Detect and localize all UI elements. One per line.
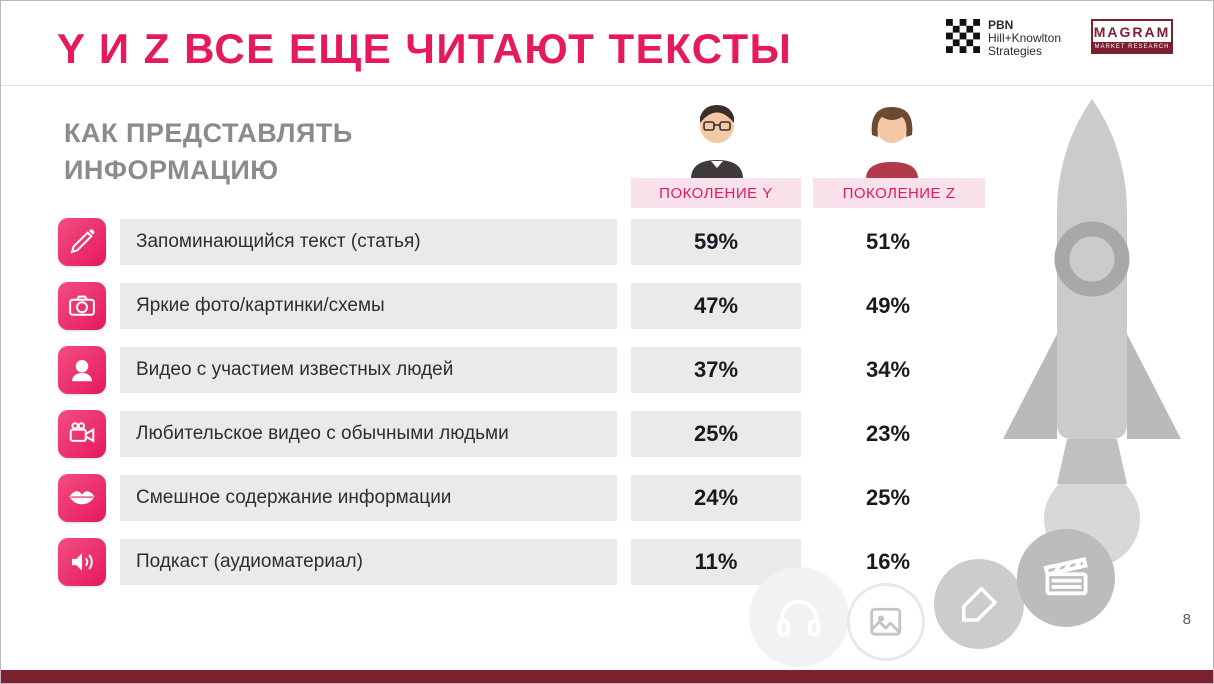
pbn-logo-text: PBN Hill+Knowlton Strategies bbox=[988, 19, 1061, 58]
celebrity-icon bbox=[58, 346, 106, 394]
value-generation-z: 25% bbox=[865, 485, 911, 510]
value-generation-y: 59% bbox=[631, 219, 801, 265]
data-table: Запоминающийся текст (статья) 59% 51% Яр… bbox=[58, 218, 948, 602]
table-row: Любительское видео с обычными людьми 25%… bbox=[58, 410, 948, 458]
row-label: Смешное содержание информации bbox=[120, 475, 617, 521]
pbn-line3: Strategies bbox=[987, 44, 1042, 58]
value-generation-y: 47% bbox=[631, 283, 801, 329]
generation-y-avatar bbox=[680, 95, 754, 179]
row-label: Подкаст (аудиоматериал) bbox=[120, 539, 617, 585]
value-generation-z: 51% bbox=[865, 229, 911, 254]
table-row: Подкаст (аудиоматериал) 11% 16% bbox=[58, 538, 948, 586]
clapperboard-icon bbox=[1017, 529, 1115, 627]
table-row: Яркие фото/картинки/схемы 47% 49% bbox=[58, 282, 948, 330]
pen-icon bbox=[934, 559, 1024, 649]
image-icon bbox=[847, 583, 925, 661]
column-header-generation-z: ПОКОЛЕНИЕ Z bbox=[813, 178, 985, 208]
magram-subtitle: MARKET RESEARCH bbox=[1093, 42, 1171, 52]
speaker-icon bbox=[58, 538, 106, 586]
section-heading-line2: ИНФОРМАЦИЮ bbox=[64, 155, 279, 185]
pencil-icon bbox=[58, 218, 106, 266]
magram-name: MAGRAM bbox=[1093, 24, 1171, 40]
pbn-name: PBN bbox=[987, 18, 1014, 32]
table-row: Запоминающийся текст (статья) 59% 51% bbox=[58, 218, 948, 266]
logo-group: PBN Hill+Knowlton Strategies MAGRAM MARK… bbox=[945, 19, 1173, 58]
value-generation-z: 49% bbox=[865, 293, 911, 318]
header-divider bbox=[1, 85, 1213, 86]
row-label: Видео с участием известных людей bbox=[120, 347, 617, 393]
slide-title: Y И Z ВСЕ ЕЩЕ ЧИТАЮТ ТЕКСТЫ bbox=[57, 25, 793, 72]
row-label: Любительское видео с обычными людьми bbox=[120, 411, 617, 457]
row-label: Яркие фото/картинки/схемы bbox=[120, 283, 617, 329]
pbn-checker-icon bbox=[945, 19, 980, 58]
section-heading: КАК ПРЕДСТАВЛЯТЬ ИНФОРМАЦИЮ bbox=[64, 115, 353, 189]
table-row: Видео с участием известных людей 37% 34% bbox=[58, 346, 948, 394]
page-number: 8 bbox=[1182, 611, 1191, 628]
pbn-line2: Hill+Knowlton bbox=[987, 31, 1061, 45]
generation-z-avatar bbox=[855, 95, 929, 179]
table-row: Смешное содержание информации 24% 25% bbox=[58, 474, 948, 522]
pbn-logo: PBN Hill+Knowlton Strategies bbox=[945, 19, 1061, 58]
value-generation-y: 25% bbox=[631, 411, 801, 457]
rocket-illustration bbox=[967, 89, 1213, 569]
value-generation-z: 23% bbox=[865, 421, 911, 446]
value-generation-y: 24% bbox=[631, 475, 801, 521]
camera-icon bbox=[58, 282, 106, 330]
video-camera-icon bbox=[58, 410, 106, 458]
value-generation-z: 16% bbox=[865, 549, 911, 574]
magram-logo: MAGRAM MARKET RESEARCH bbox=[1091, 19, 1173, 54]
value-generation-y: 37% bbox=[631, 347, 801, 393]
column-header-generation-y: ПОКОЛЕНИЕ Y bbox=[631, 178, 801, 208]
section-heading-line1: КАК ПРЕДСТАВЛЯТЬ bbox=[64, 118, 353, 148]
bottom-accent-bar bbox=[1, 670, 1213, 683]
lips-icon bbox=[58, 474, 106, 522]
row-label: Запоминающийся текст (статья) bbox=[120, 219, 617, 265]
headphones-icon bbox=[749, 567, 849, 667]
value-generation-z: 34% bbox=[865, 357, 911, 382]
